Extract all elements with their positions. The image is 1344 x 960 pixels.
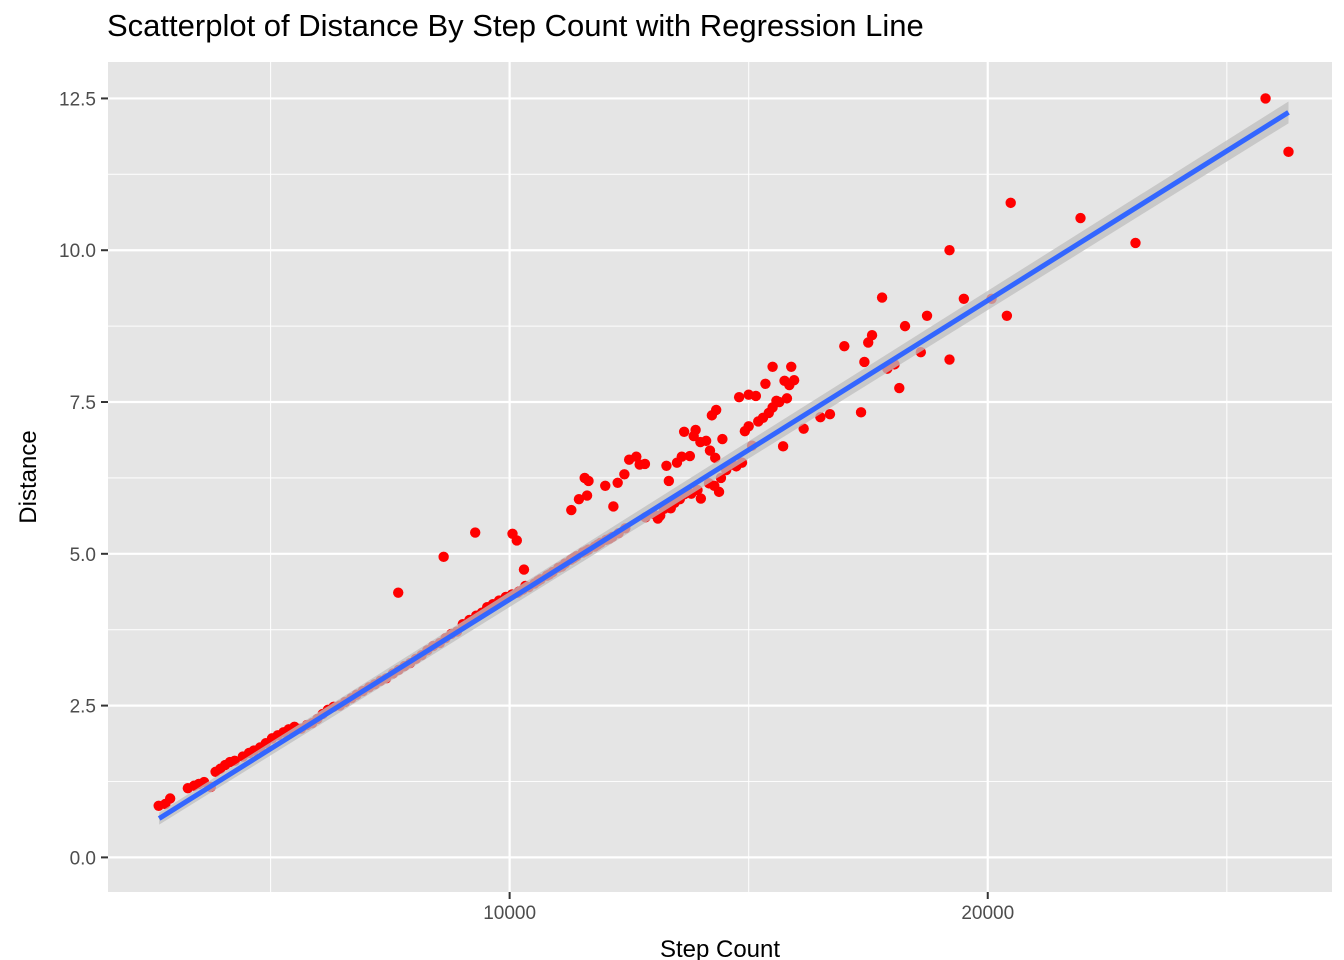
x-tick-label: 20000 [961,903,1014,924]
data-point [1005,197,1016,209]
data-point [581,490,593,501]
data-point [786,361,797,372]
y-tick-label: 12.5 [59,89,96,110]
data-point [583,475,594,487]
data-point [690,424,701,436]
data-point [608,501,619,512]
data-point [619,469,630,480]
y-tick-label: 7.5 [70,393,96,414]
data-point [1001,310,1013,321]
data-point [798,423,809,434]
data-point [743,421,754,432]
data-point [750,390,762,402]
data-point [470,527,481,538]
data-point [631,451,642,462]
data-point [511,535,522,546]
data-point [866,330,878,341]
x-tick-label: 10000 [483,903,536,924]
regression-line [157,110,1290,821]
data-point [944,245,955,256]
data-point [573,493,585,505]
data-point [777,441,789,452]
major-gridlines [108,62,1332,892]
data-point [566,504,577,516]
data-point [639,458,651,470]
data-point [733,391,745,403]
data-point [1260,93,1271,104]
data-point [760,378,771,389]
data-point [1130,237,1141,249]
data-point [784,379,795,391]
data-point [164,793,176,804]
data-point [713,486,725,498]
y-tick-label: 2.5 [70,697,96,718]
data-point [684,450,696,462]
data-point [1075,212,1086,224]
data-point [767,361,778,372]
data-point [839,340,850,352]
data-point [1283,146,1294,158]
data-point [944,354,955,365]
chart-title: Scatterplot of Distance By Step Count wi… [107,8,924,43]
y-tick-label: 10.0 [59,241,96,262]
data-point [438,551,449,563]
data-point [921,310,933,321]
data-point [876,292,888,303]
data-point [781,393,793,404]
axes: 0.0 2.5 5.0 7.5 10.0 12.5 10000 20000 [59,89,1014,924]
regression-fit [157,101,1290,825]
data-point [859,356,870,368]
data-point [771,395,782,407]
data-point [600,480,611,492]
x-axis-title: Step Count [660,936,780,960]
data-point [663,475,675,487]
data-point [676,451,687,462]
data-point [704,445,716,456]
data-point [855,407,867,418]
data-point [899,320,911,332]
y-tick-label: 0.0 [70,848,96,869]
data-point [710,452,721,464]
y-tick-label: 5.0 [70,545,96,566]
data-point [958,293,970,304]
data-point [393,587,404,598]
data-point [717,433,728,445]
data-point [894,382,905,394]
data-point [518,564,530,575]
data-point [661,460,672,471]
y-axis-title: Distance [15,430,42,523]
data-point [700,435,712,447]
data-point [824,408,836,420]
data-point [678,426,690,437]
data-point [612,477,623,488]
data-point [710,404,722,416]
minor-gridlines [108,62,1332,892]
data-point [695,493,707,504]
